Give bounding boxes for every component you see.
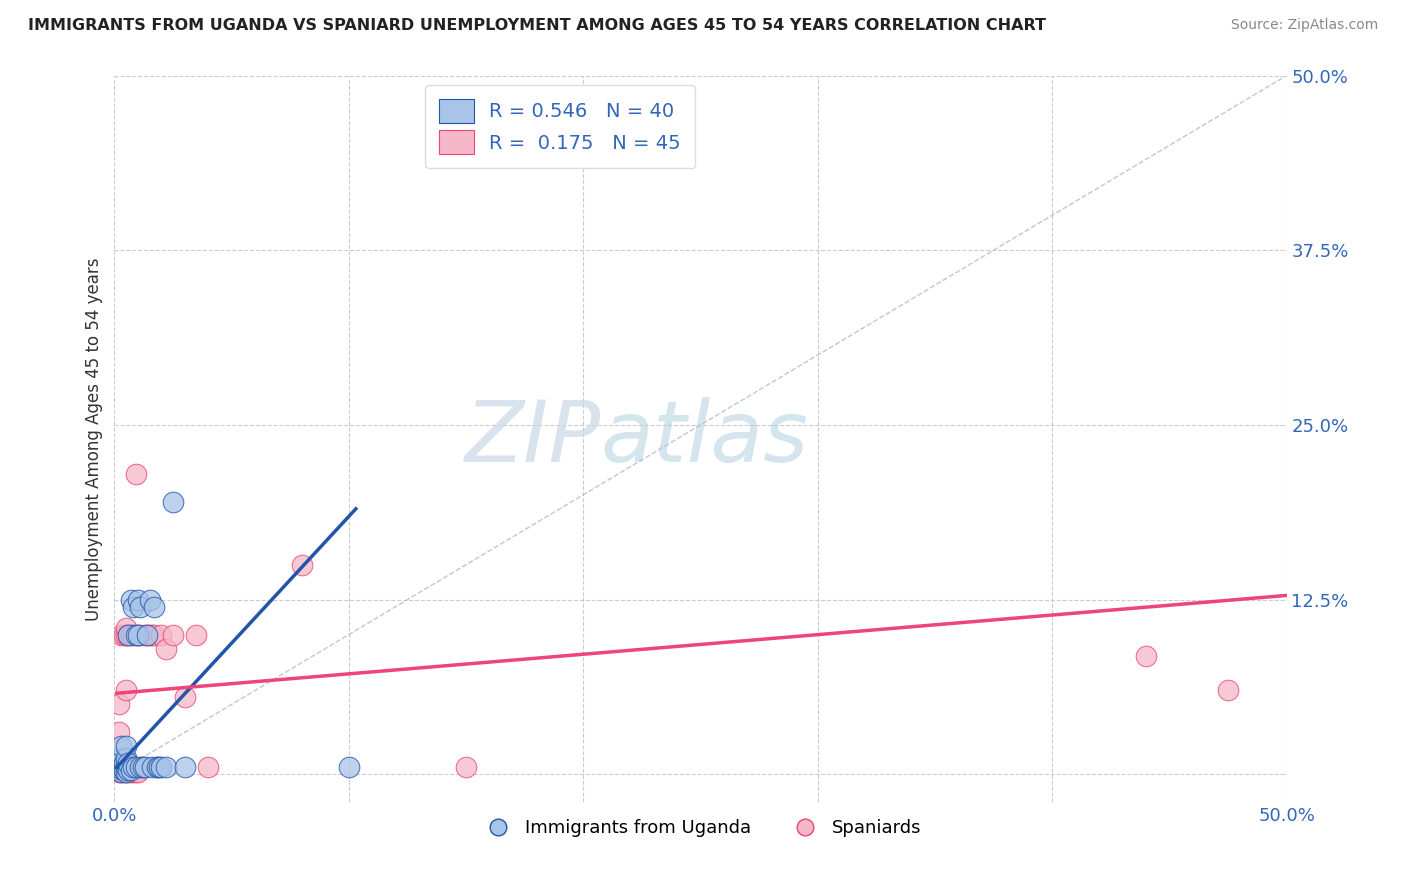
Point [110, 753, 132, 767]
Text: ZIP: ZIP [464, 398, 600, 481]
Point [129, 599, 152, 614]
Point [122, 627, 145, 641]
Point [115, 756, 138, 771]
Point [110, 762, 132, 776]
Point [143, 627, 166, 641]
Point [122, 764, 145, 779]
Point [134, 760, 156, 774]
Point [131, 760, 153, 774]
Text: Source: ZipAtlas.com: Source: ZipAtlas.com [1230, 18, 1378, 32]
Point [127, 627, 149, 641]
Point [143, 599, 166, 614]
Point [150, 760, 173, 774]
Point [115, 760, 138, 774]
Point [115, 764, 138, 779]
Point [145, 760, 167, 774]
Point [108, 764, 131, 779]
Point [1135, 648, 1157, 663]
Point [117, 627, 139, 641]
Point [108, 725, 131, 739]
Point [148, 760, 170, 774]
Point [110, 750, 132, 764]
Y-axis label: Unemployment Among Ages 45 to 54 years: Unemployment Among Ages 45 to 54 years [86, 257, 103, 621]
Point [115, 764, 138, 779]
Point [110, 764, 132, 779]
Point [141, 760, 163, 774]
Point [115, 627, 138, 641]
Point [112, 627, 135, 641]
Point [108, 753, 131, 767]
Point [124, 467, 146, 481]
Point [129, 627, 152, 641]
Point [117, 627, 139, 641]
Point [115, 683, 138, 698]
Point [124, 764, 146, 779]
Point [124, 760, 146, 774]
Point [173, 690, 195, 705]
Point [124, 627, 146, 641]
Point [136, 627, 159, 641]
Point [122, 599, 145, 614]
Point [110, 756, 132, 771]
Point [110, 764, 132, 779]
Point [115, 750, 138, 764]
Point [186, 627, 208, 641]
Point [115, 621, 138, 635]
Point [155, 760, 177, 774]
Point [138, 592, 160, 607]
Point [112, 756, 135, 771]
Point [127, 764, 149, 779]
Legend: Immigrants from Uganda, Spaniards: Immigrants from Uganda, Spaniards [472, 812, 929, 844]
Point [134, 627, 156, 641]
Point [155, 641, 177, 656]
Point [291, 558, 314, 572]
Point [117, 764, 139, 779]
Point [197, 760, 219, 774]
Point [117, 756, 139, 771]
Point [120, 592, 142, 607]
Point [112, 756, 135, 771]
Point [136, 627, 159, 641]
Point [110, 759, 132, 773]
Point [150, 627, 173, 641]
Point [127, 627, 149, 641]
Point [110, 739, 132, 754]
Point [120, 763, 142, 777]
Point [110, 627, 132, 641]
Point [115, 760, 138, 774]
Point [131, 760, 153, 774]
Point [120, 627, 142, 641]
Point [112, 764, 135, 779]
Point [337, 760, 360, 774]
Point [127, 592, 149, 607]
Point [110, 760, 132, 774]
Point [120, 760, 142, 774]
Point [173, 760, 195, 774]
Point [129, 760, 152, 774]
Point [115, 739, 138, 754]
Point [120, 764, 142, 779]
Point [162, 627, 184, 641]
Point [162, 495, 184, 509]
Point [110, 753, 132, 767]
Point [145, 760, 167, 774]
Point [141, 627, 163, 641]
Point [108, 698, 131, 712]
Point [112, 763, 135, 777]
Point [454, 760, 477, 774]
Point [1216, 683, 1239, 698]
Point [122, 760, 145, 774]
Text: atlas: atlas [600, 398, 808, 481]
Point [117, 763, 139, 777]
Point [138, 627, 160, 641]
Text: IMMIGRANTS FROM UGANDA VS SPANIARD UNEMPLOYMENT AMONG AGES 45 TO 54 YEARS CORREL: IMMIGRANTS FROM UGANDA VS SPANIARD UNEMP… [28, 18, 1046, 33]
